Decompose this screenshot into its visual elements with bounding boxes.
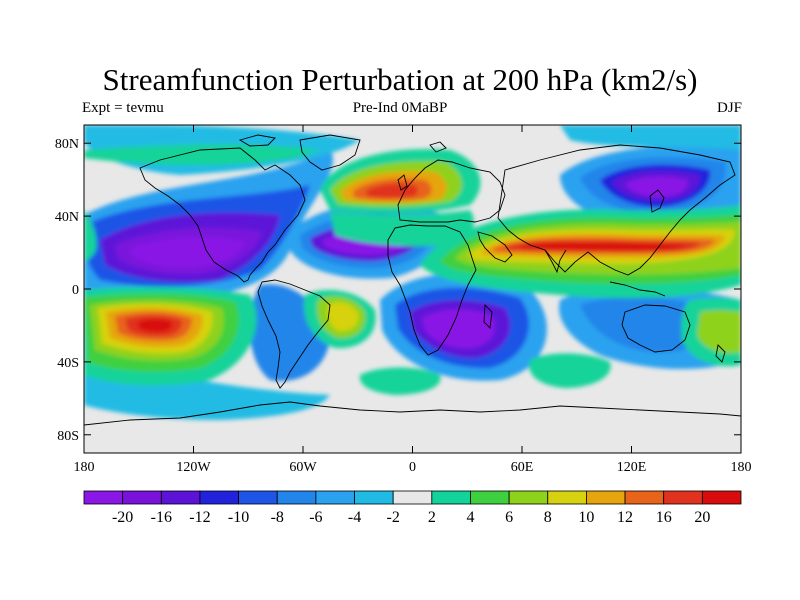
coast-asia (497, 144, 736, 276)
lon-tick-label: 60W (289, 460, 317, 475)
colorbar-swatch (586, 490, 626, 505)
colorbar-swatch (624, 490, 665, 505)
plot-title: Streamfunction Perturbation at 200 hPa (… (102, 62, 698, 97)
colorbar-swatch (470, 490, 510, 505)
contour-fill-layer (84, 125, 741, 420)
coast-new-zealand (715, 344, 726, 363)
coast-madagascar (483, 303, 493, 329)
positive-center-north-africa (330, 210, 474, 247)
experiment-label: Expt = tevmu (82, 100, 164, 116)
positive-center-south-asia (420, 205, 741, 298)
colorbar-label: 16 (656, 509, 672, 526)
colorbar-swatch (431, 490, 471, 505)
lon-tick-label: 60E (511, 460, 534, 475)
colorbar-swatch (199, 490, 239, 505)
negative-center-east-asia (560, 146, 741, 223)
season-label: DJF (716, 100, 742, 116)
coast-japan (649, 189, 665, 213)
colorbar: -20 -16 -12 -10 -8 -6 -4 -2 2 4 6 8 10 12 16 20 (83, 490, 742, 526)
colorbar-label: 10 (578, 509, 594, 526)
colorbar-swatch (663, 490, 703, 505)
colorbar-label: 4 (466, 509, 474, 526)
positive-center-south-atlantic (303, 290, 376, 349)
negative-center-southern-africa (380, 273, 547, 381)
positive-center-tasman (681, 297, 741, 367)
colorbar-swatch (392, 490, 433, 505)
colorbar-label: -2 (387, 509, 400, 526)
coast-africa (387, 224, 477, 356)
negative-center-north-america (84, 150, 334, 300)
colorbar-swatch (83, 490, 124, 505)
colorbar-swatch (276, 490, 317, 505)
colorbar-label: 6 (505, 509, 513, 526)
lat-tick-label: 0 (72, 283, 79, 298)
lat-tick-label: 40N (55, 210, 79, 225)
lon-tick-label: 180 (731, 460, 752, 475)
negative-band-arctic-east (560, 125, 741, 150)
positive-edge-west (84, 210, 97, 262)
coast-svalbard (429, 141, 447, 153)
colorbar-label: -6 (309, 509, 322, 526)
colorbar-label: 8 (544, 509, 552, 526)
coast-north-america (139, 147, 306, 283)
coast-arabia (477, 231, 513, 263)
latitude-axis: 80N 40N 0 40S 80S (55, 137, 741, 444)
colorbar-swatch (122, 490, 162, 505)
colorbar-label: -8 (271, 509, 284, 526)
colorbar-label: -4 (348, 509, 361, 526)
lat-tick-label: 80N (55, 137, 79, 152)
colorbar-swatch (160, 490, 201, 505)
coast-greenland (299, 134, 361, 171)
lon-tick-label: 0 (409, 460, 416, 475)
lat-tick-label: 40S (57, 356, 79, 371)
lat-tick-label: 80S (57, 429, 79, 444)
positive-center-south-indian (359, 367, 441, 395)
colorbar-label: -16 (151, 509, 172, 526)
lon-tick-label: 180 (74, 460, 95, 475)
colorbar-label: -12 (189, 509, 210, 526)
colorbar-label: 20 (694, 509, 710, 526)
coast-south-america (257, 279, 331, 389)
coast-europe (397, 159, 506, 223)
coast-australia (621, 304, 691, 353)
colorbar-swatch (547, 490, 587, 505)
coast-indonesia (609, 281, 666, 297)
coast-uk (397, 174, 408, 191)
colorbar-label: 12 (617, 509, 633, 526)
positive-center-europe (320, 149, 481, 214)
coastlines (84, 134, 741, 426)
lon-tick-label: 120E (617, 460, 647, 475)
positive-center-south-pacific (84, 286, 257, 386)
colorbar-swatch (354, 490, 394, 505)
positive-center-greenland (84, 144, 320, 165)
colorbar-swatch (315, 490, 355, 505)
colorbar-swatch (701, 490, 742, 505)
lon-tick-label: 120W (176, 460, 211, 475)
positive-center-south-africa (529, 353, 611, 388)
colorbar-label: -20 (112, 509, 133, 526)
colorbar-label: -10 (228, 509, 249, 526)
coast-arctic-islands (238, 134, 276, 147)
coast-antarctica (84, 401, 741, 426)
period-label: Pre-Ind 0MaBP (352, 100, 448, 116)
colorbar-swatch (238, 490, 278, 505)
coast-india (544, 249, 567, 274)
longitude-axis: 180 120W 60W 0 60E 120E 180 (74, 125, 752, 475)
colorbar-label: 2 (428, 509, 436, 526)
colorbar-swatch (508, 490, 549, 505)
